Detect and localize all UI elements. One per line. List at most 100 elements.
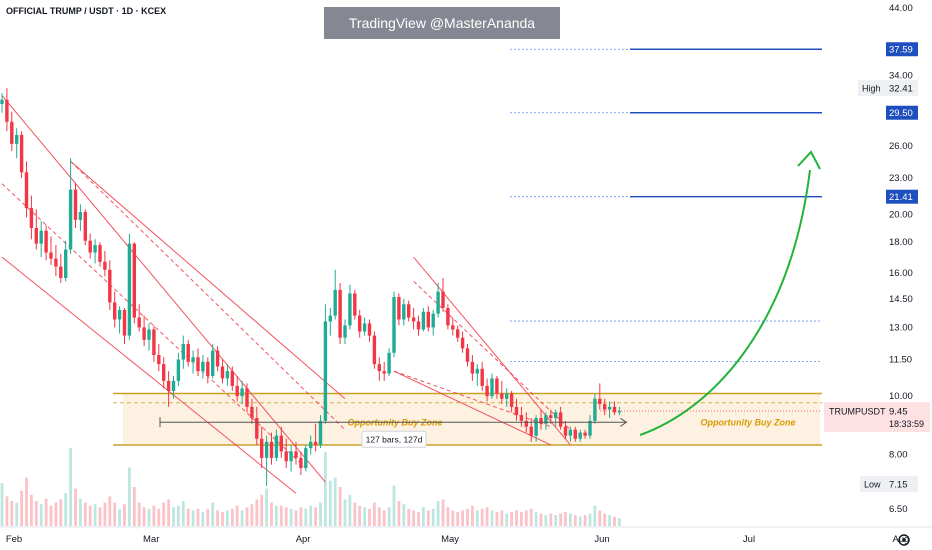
volume-bar (128, 467, 131, 526)
candle-body (108, 269, 112, 303)
low-badge (860, 476, 918, 493)
volume-bar (118, 508, 121, 526)
high-value: 32.41 (889, 84, 913, 95)
volume-bar (588, 513, 592, 526)
volume-bar (554, 515, 558, 526)
fib-price-badge (886, 105, 918, 120)
candle-body (171, 380, 176, 391)
candle-body (44, 230, 48, 253)
volume-bar (15, 502, 19, 526)
settings-icon[interactable] (898, 534, 910, 546)
candle-body (93, 245, 97, 253)
candle-body (211, 350, 215, 376)
candle-body (304, 448, 308, 469)
candle-body (220, 366, 225, 379)
volume-bar (177, 505, 180, 526)
candle-body (245, 388, 249, 407)
candle-body (382, 371, 386, 374)
candle-body (446, 307, 450, 326)
zone-label-right: Opportunity Buy Zone (701, 417, 796, 427)
volume-bar (343, 499, 347, 526)
volume-bar (529, 508, 533, 526)
price-axis-labels: 44.00 34.00 26.00 23.00 20.00 18.00 16.00 14.50… (600, 3, 930, 515)
volume-bar (59, 499, 63, 526)
volume-bar (446, 507, 450, 526)
candle-body (142, 327, 146, 340)
volume-bar (618, 518, 621, 526)
fib-price-badge-text: 21.41 (889, 192, 913, 203)
volume-bar (358, 505, 362, 526)
candle-body (284, 451, 288, 462)
volume-bar (270, 502, 273, 526)
volume-bar (333, 477, 337, 526)
candle-body (113, 302, 117, 320)
candle-body (362, 323, 367, 332)
range-measure-label: 127 bars, 127d (366, 434, 423, 444)
channel-line (1, 95, 326, 483)
candle-body (495, 378, 499, 394)
volume-bar (260, 494, 264, 526)
candle-body (39, 230, 43, 244)
volume-bar (520, 511, 523, 526)
candle-body (411, 317, 416, 322)
projection-arrowhead (797, 150, 821, 170)
candle-body (407, 304, 411, 318)
candle-body (505, 393, 509, 399)
volume-bar (255, 499, 259, 526)
candle-body (49, 252, 53, 259)
volume-bar (216, 510, 219, 526)
candle-body (122, 309, 127, 336)
candle-body (353, 293, 357, 316)
time-tick-label: Jun (594, 534, 609, 545)
candle-body (539, 417, 543, 424)
last-price-value: 9.45 (889, 406, 908, 417)
price-tick-label: 8.00 (889, 450, 908, 461)
candle-body (309, 441, 313, 449)
volume-bar (495, 511, 499, 526)
volume-bar (240, 510, 244, 526)
volume-bar (201, 511, 205, 526)
candle-body (377, 364, 381, 372)
candle-body (554, 412, 558, 418)
candle-body (392, 297, 396, 353)
volume-bar (549, 513, 553, 526)
candle-body (519, 415, 524, 421)
volume-bar (471, 505, 474, 526)
volume-bar (524, 510, 528, 526)
volume-bar (490, 510, 494, 526)
candle-body (323, 321, 328, 421)
candle-body (299, 457, 303, 469)
range-measure-box (361, 430, 427, 448)
volume-bar (412, 510, 415, 526)
candle-body (54, 258, 58, 267)
price-tick-label: 10.00 (889, 391, 913, 402)
candle-body (465, 348, 470, 362)
candles-layer (0, 88, 622, 486)
volume-bar (137, 502, 141, 526)
volume-bar (431, 508, 435, 526)
candle-body (10, 121, 14, 144)
candle-body (451, 325, 455, 330)
candle-body (318, 420, 323, 445)
candle-body (514, 406, 519, 416)
volume-bar (64, 493, 68, 526)
volume-bar (142, 507, 146, 526)
volume-bar (147, 508, 151, 526)
price-tick-label: 44.00 (889, 3, 913, 14)
candle-body (24, 172, 29, 209)
time-tick-label: Feb (6, 534, 22, 545)
candle-body (563, 426, 568, 436)
volume-bar (598, 510, 602, 526)
channel-line (413, 256, 571, 446)
volume-bar (407, 508, 411, 526)
candle-body (313, 441, 318, 445)
candle-body (186, 344, 190, 362)
volume-bar (172, 507, 175, 526)
volume-bar (250, 504, 254, 526)
candle-body (387, 352, 391, 374)
high-label: High (862, 84, 881, 94)
volume-bar (348, 494, 352, 526)
volume-bar (98, 507, 102, 526)
candle-body (475, 368, 479, 374)
